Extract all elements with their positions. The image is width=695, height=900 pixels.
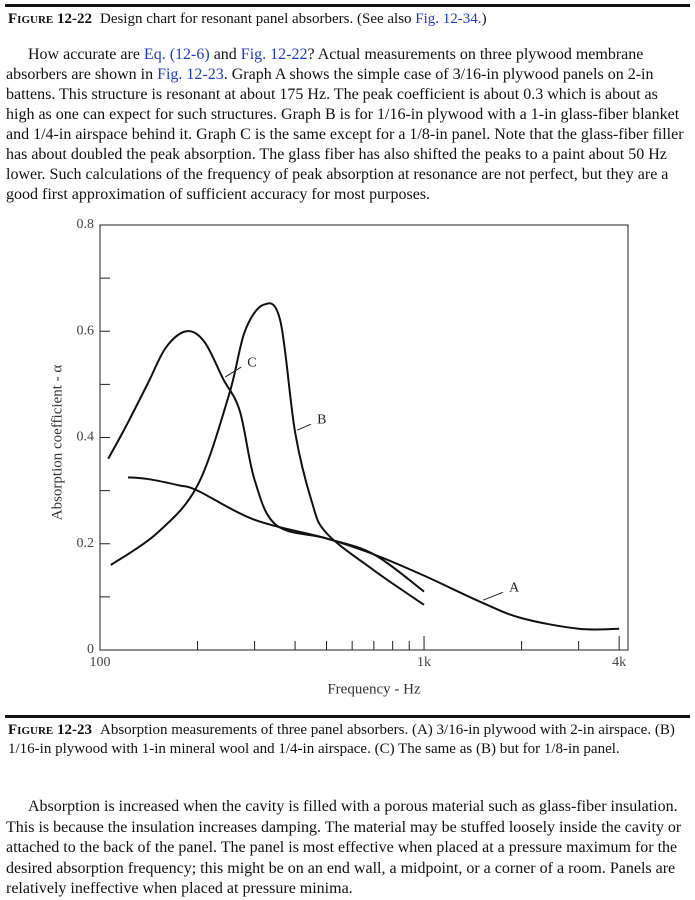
text: Absorption is increased when the cavity … <box>6 798 682 897</box>
text: How accurate are <box>28 46 144 63</box>
y-tick-label: 0.4 <box>77 430 95 445</box>
x-tick-label: 1k <box>417 655 431 670</box>
text: and <box>209 46 241 63</box>
y-axis-title: Absorption coefficient - α <box>49 365 65 521</box>
curve <box>110 302 425 606</box>
y-tick-label: 0 <box>87 642 94 657</box>
text: ? Actual measurements on three plywood m… <box>6 46 644 83</box>
text: Design chart for resonant panel absorber… <box>99 11 416 27</box>
caption-bottom: Figure 12-23 Absorption measurements of t… <box>8 721 688 759</box>
caption-top: Figure 12-22 Design chart for resonant pa… <box>8 10 688 29</box>
leader-line <box>296 423 312 431</box>
x-axis-title: Frequency - Hz <box>327 681 421 697</box>
x-tick-label: 4k <box>612 655 626 670</box>
series-label: B <box>317 412 326 427</box>
paragraph: Absorption is increased when the cavity … <box>6 797 690 900</box>
rule <box>5 715 690 718</box>
link[interactable]: Fig. 12-22 <box>240 46 308 63</box>
caption-text: Design chart for resonant panel absorber… <box>100 11 487 27</box>
link[interactable]: Eq. (12-6) <box>143 46 210 63</box>
series-label: A <box>509 580 520 595</box>
rule <box>5 4 690 7</box>
leader-line <box>482 591 504 601</box>
curve <box>107 330 425 593</box>
plot-frame <box>99 224 629 651</box>
chart: 0 0.2 0.4 0.6 0.8 100 1k 4k Frequency - Hz Absorp… <box>49 217 629 697</box>
y-tick-label: 0.2 <box>77 536 95 551</box>
series-label: C <box>247 355 256 370</box>
paragraph: How accurate are Eq. (12-6) and Fig. 12-… <box>6 45 690 205</box>
text: Absorption measurements of three panel a… <box>8 722 675 757</box>
caption-label: Figure 12-22 <box>8 11 92 27</box>
leader-line <box>224 366 242 378</box>
x-tick-label: 100 <box>90 655 111 670</box>
caption-label: Figure 12-23 <box>8 722 92 738</box>
link[interactable]: Fig. 12-34. <box>415 11 482 27</box>
y-tick-label: 0.6 <box>77 323 95 338</box>
text: . Graph A shows the simple case of 3/16-… <box>6 66 684 203</box>
y-tick-label: 0.8 <box>77 217 95 232</box>
text: ) <box>481 11 487 27</box>
caption-text: Absorption measurements of three panel a… <box>8 722 675 757</box>
link[interactable]: Fig. 12-23 <box>157 66 224 83</box>
